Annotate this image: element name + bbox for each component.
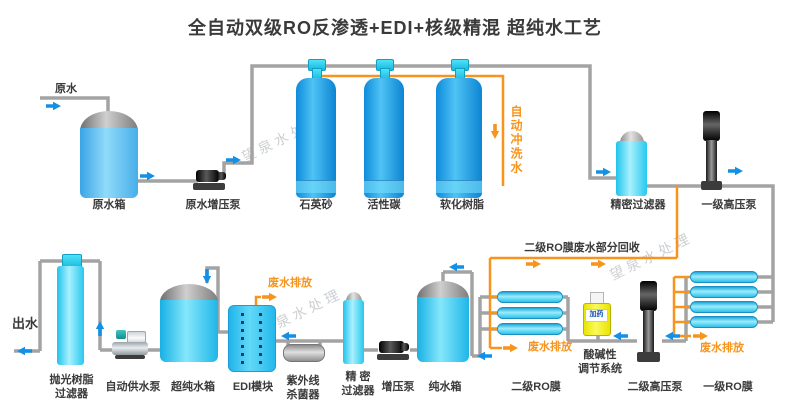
label-activated-carbon: 活性碳 bbox=[367, 199, 401, 211]
label-waste-ro1: 废水排放 bbox=[700, 342, 744, 354]
label-recovery: 二级RO膜废水部分回收 bbox=[524, 242, 640, 254]
label-raw-booster-pump: 原水增压泵 bbox=[185, 199, 241, 211]
waste-arrow bbox=[693, 331, 708, 341]
ro-tube bbox=[690, 271, 758, 283]
waste-pipes bbox=[254, 74, 691, 350]
label-dosing-1: 酸碱性 bbox=[583, 349, 617, 361]
label-booster-2: 增压泵 bbox=[381, 381, 415, 393]
polishing-resin-column bbox=[57, 266, 84, 365]
softening-resin-vessel bbox=[436, 78, 482, 198]
flow-arrow bbox=[728, 166, 743, 176]
label-auto-flush: 自动冲洗水 bbox=[509, 105, 523, 175]
label-dosing-2: 调节系统 bbox=[578, 363, 622, 375]
label-outlet: 出水 bbox=[11, 316, 38, 331]
page-title: 全自动双级RO反渗透+EDI+核级精混 超纯水工艺 bbox=[187, 18, 603, 38]
precision-filter2-dome bbox=[346, 292, 362, 302]
flow-arrow bbox=[449, 262, 464, 272]
label-quartz-sand: 石英砂 bbox=[299, 199, 333, 211]
flow-arrow bbox=[140, 171, 155, 181]
label-polish-1: 抛光树脂 bbox=[49, 374, 94, 386]
edi-dots bbox=[259, 313, 262, 365]
label-uv-2: 杀菌器 bbox=[286, 389, 320, 401]
label-waste-ro2: 废水排放 bbox=[528, 341, 572, 353]
flow-arrow bbox=[17, 346, 32, 356]
label-softening-resin: 软化树脂 bbox=[440, 199, 484, 211]
waste-arrow bbox=[262, 292, 277, 302]
flow-arrow bbox=[665, 331, 680, 341]
label-pure-tank: 纯水箱 bbox=[428, 381, 462, 393]
precision-filter-top bbox=[616, 141, 647, 196]
uv-sterilizer bbox=[283, 344, 325, 362]
ro-tube bbox=[497, 291, 563, 303]
waste-arrow bbox=[490, 124, 500, 139]
waste-arrow bbox=[526, 259, 541, 269]
waste-arrow bbox=[591, 259, 606, 269]
activated-carbon-vessel bbox=[364, 78, 404, 198]
label-uv-1: 紫外线 bbox=[286, 375, 320, 387]
pure-water-tank bbox=[417, 297, 469, 362]
label-waste-edi: 废水排放 bbox=[268, 277, 312, 289]
flow-arrow bbox=[95, 321, 105, 336]
label-ro1: 一级RO膜 bbox=[703, 381, 753, 393]
label-supply-pump: 自动供水泵 bbox=[105, 381, 161, 393]
label-edi: EDI模块 bbox=[232, 381, 274, 393]
edi-dots bbox=[241, 313, 244, 365]
label-raw-water: 原水 bbox=[55, 83, 77, 95]
ro-tube bbox=[690, 286, 758, 298]
label-precision-filter-top: 精密过滤器 bbox=[610, 199, 666, 211]
edi-module bbox=[228, 305, 276, 372]
flow-arrow bbox=[46, 101, 61, 111]
ultrapure-tank bbox=[160, 300, 218, 362]
pure-water-tank-dome bbox=[417, 281, 469, 299]
label-precision2-1: 精 密 bbox=[345, 371, 371, 383]
label-precision2-2: 过滤器 bbox=[341, 385, 375, 397]
waste-arrow bbox=[503, 343, 518, 353]
ultrapure-tank-dome bbox=[160, 284, 218, 302]
precision-filter-bottom bbox=[343, 300, 364, 364]
raw-water-tank bbox=[80, 128, 138, 198]
label-polish-2: 过滤器 bbox=[55, 388, 88, 400]
ro-tube bbox=[497, 307, 563, 319]
water-pipes bbox=[14, 64, 775, 358]
flow-arrow bbox=[281, 331, 296, 341]
label-ro2: 二级RO膜 bbox=[511, 381, 561, 393]
ro-tube bbox=[497, 323, 563, 335]
flow-arrow bbox=[613, 331, 628, 341]
quartz-sand-vessel bbox=[296, 78, 336, 198]
raw-water-tank-dome bbox=[80, 111, 138, 131]
label-hp-pump-2: 二级高压泵 bbox=[627, 381, 683, 393]
precision-filter-dome bbox=[620, 131, 644, 143]
label-hp-pump-1: 一级高压泵 bbox=[701, 199, 757, 211]
ro-tube bbox=[690, 316, 758, 328]
label-raw-water-tank: 原水箱 bbox=[92, 199, 126, 211]
label-ultrapure-tank: 超纯水箱 bbox=[171, 381, 215, 393]
flow-arrow bbox=[596, 167, 611, 177]
flow-arrow bbox=[202, 269, 212, 284]
dosing-tag: 加药 bbox=[585, 309, 608, 322]
ro-tube bbox=[690, 301, 758, 313]
